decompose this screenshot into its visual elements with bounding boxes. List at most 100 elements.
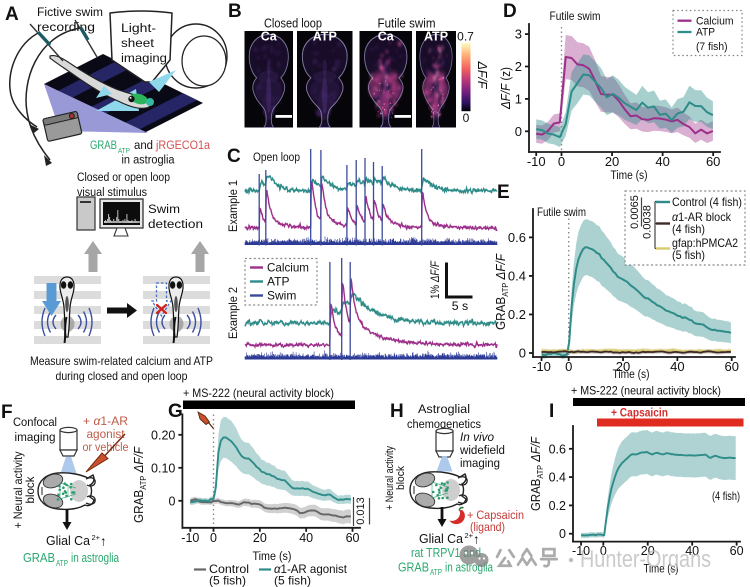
svg-text:E: E [497,182,510,203]
svg-text:2: 2 [515,59,522,74]
svg-text:0.4: 0.4 [549,471,566,485]
svg-text:+ Neural activity: + Neural activity [11,452,25,529]
svg-text:+ Neural activity: + Neural activity [384,446,396,510]
svg-text:D: D [503,1,517,22]
svg-text:0.6: 0.6 [549,442,566,456]
svg-text:I: I [549,401,554,422]
svg-text:0.7: 0.7 [457,30,474,44]
svg-text:0: 0 [168,494,175,508]
svg-text:0.20: 0.20 [151,428,175,442]
svg-text:Glial Ca: Glial Ca [419,532,463,546]
svg-text:ATP: ATP [267,275,289,289]
svg-text:Example 2: Example 2 [226,287,240,339]
svg-text:α1-AR block: α1-AR block [672,210,732,224]
svg-text:GRABATP ΔF/F: GRABATP ΔF/F [529,436,545,511]
svg-text:Control (4 fish): Control (4 fish) [672,195,742,209]
svg-text:GRAB: GRAB [398,561,429,575]
svg-text:block: block [395,466,407,490]
svg-text:Astroglial: Astroglial [418,402,470,416]
svg-text:(ligand): (ligand) [470,520,505,534]
svg-text:+ MS-222 (neural activity bloc: + MS-222 (neural activity block) [183,386,334,400]
svg-text:40: 40 [299,531,313,545]
svg-text:agonist: agonist [87,427,126,441]
svg-text:40: 40 [655,154,669,169]
svg-text:GRABATP ΔF/F: GRABATP ΔF/F [132,446,148,523]
svg-text:Swim: Swim [267,289,296,303]
svg-text:0: 0 [558,154,565,169]
svg-text:Confocal: Confocal [13,415,57,429]
svg-text:1: 1 [515,91,522,106]
svg-text:1% ΔF/F: 1% ΔF/F [428,260,442,299]
svg-text:(7 fish): (7 fish) [696,41,728,53]
svg-text:Glial Ca: Glial Ca [46,534,90,548]
svg-text:+ Capsaicin: + Capsaicin [611,406,668,420]
svg-text:Light-: Light- [121,21,156,35]
svg-text:60: 60 [346,531,360,545]
svg-text:ΔF/F (z): ΔF/F (z) [499,67,513,110]
svg-text:40: 40 [670,359,684,374]
svg-text:in astroglia: in astroglia [122,153,175,167]
svg-text:in astroglia: in astroglia [71,550,120,565]
svg-text:20: 20 [616,359,630,374]
svg-text:0: 0 [565,359,572,374]
svg-text:0.2: 0.2 [549,499,566,513]
svg-text:0: 0 [600,544,607,558]
svg-text:20: 20 [253,531,267,545]
svg-text:↑: ↑ [100,534,107,549]
svg-text:-10: -10 [572,544,590,558]
svg-text:jRGECO1a: jRGECO1a [155,138,210,152]
svg-text:0.6: 0.6 [508,230,526,245]
svg-text:-10: -10 [532,359,551,374]
svg-text:(5 fish): (5 fish) [672,248,705,262]
svg-text:Calcium: Calcium [696,15,734,27]
svg-text:ATP: ATP [313,29,337,43]
svg-text:Calcium: Calcium [267,261,309,275]
svg-text:+ Capsaicin: + Capsaicin [467,508,524,522]
svg-text:during closed and open loop: during closed and open loop [56,370,188,383]
svg-text:ΔF/F: ΔF/F [475,60,489,89]
svg-text:sheet: sheet [121,36,155,50]
svg-text:0: 0 [210,531,217,545]
svg-text:Closed or open loop: Closed or open loop [77,170,170,184]
svg-text:Hunter-Organs: Hunter-Organs [580,546,711,573]
svg-text:Measure swim-related calcium a: Measure swim-related calcium and ATP [30,355,213,368]
svg-text:+ α1-AR: + α1-AR [83,414,128,428]
svg-text:Time (s): Time (s) [613,367,650,381]
svg-text:20: 20 [605,154,619,169]
svg-text:0.10: 0.10 [151,461,175,475]
svg-text:widefield: widefield [459,443,505,457]
svg-text:0.2: 0.2 [508,307,526,322]
svg-text:0.0065: 0.0065 [629,195,641,229]
svg-text:0.013: 0.013 [355,497,367,525]
svg-text:60: 60 [706,154,720,169]
svg-text:(4 fish): (4 fish) [672,222,705,236]
svg-text:(5 fish): (5 fish) [274,574,311,587]
svg-text:0: 0 [519,346,526,361]
svg-text:C: C [227,146,241,167]
svg-text:5 s: 5 s [452,299,468,313]
svg-text:Open loop: Open loop [253,150,300,164]
svg-text:0: 0 [515,124,522,139]
svg-text:40: 40 [685,544,699,558]
svg-text:In vivo: In vivo [460,430,494,444]
svg-text:GRAB: GRAB [23,550,55,565]
svg-text:2+: 2+ [92,533,101,542]
svg-text:60: 60 [730,544,744,558]
svg-text:GRABATP ΔF/F: GRABATP ΔF/F [494,253,510,330]
svg-text:Futile swim: Futile swim [537,205,586,219]
svg-text:(4 fish): (4 fish) [712,489,740,503]
svg-text:ATP: ATP [430,568,442,577]
svg-text:Closed loop: Closed loop [264,17,322,31]
svg-text:Control: Control [209,562,249,576]
svg-text:block: block [23,476,37,504]
svg-text:0.0038: 0.0038 [642,205,654,239]
svg-text:or vehicle: or vehicle [83,440,129,454]
svg-text:imaging: imaging [460,456,500,470]
svg-text:Futile swim: Futile swim [378,17,436,31]
svg-text:chemogenetics: chemogenetics [407,417,481,431]
svg-text:GRAB: GRAB [90,138,117,152]
svg-text:α1-AR agonist: α1-AR agonist [274,562,348,576]
svg-text:Time (s): Time (s) [253,549,292,563]
svg-text:gfap:hPMCA2: gfap:hPMCA2 [672,236,738,250]
svg-text:detection: detection [148,217,203,231]
